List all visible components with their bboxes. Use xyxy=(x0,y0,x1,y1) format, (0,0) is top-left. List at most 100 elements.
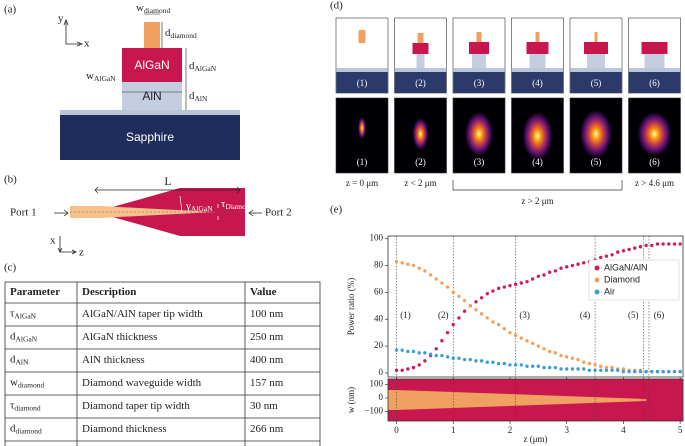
substrate xyxy=(511,72,564,93)
axes-arrows xyxy=(65,22,80,45)
data-point xyxy=(428,352,433,356)
data-point xyxy=(661,242,665,246)
tip-label: τDiamond xyxy=(221,198,254,211)
legend-swatch xyxy=(594,277,600,283)
length-label: L xyxy=(164,174,171,188)
plot-frame xyxy=(387,235,684,378)
data-point xyxy=(587,368,592,372)
data-point xyxy=(570,263,575,268)
table-param-sub: diamond xyxy=(16,426,42,435)
data-point xyxy=(655,369,660,374)
legend-swatch xyxy=(594,289,600,295)
legend-label: Diamond xyxy=(604,274,640,284)
panel-label: (b) xyxy=(4,174,17,186)
thin-layer xyxy=(60,110,240,115)
marker-label: (5) xyxy=(628,310,639,320)
table-param-sub: diamond xyxy=(14,403,40,412)
port-label: Port 1 xyxy=(10,207,37,219)
sapphire-layer xyxy=(60,115,240,160)
data-point xyxy=(542,273,546,277)
mode-label: (2) xyxy=(415,78,426,88)
x-tick-label: 2 xyxy=(508,425,513,435)
data-point xyxy=(553,351,558,355)
data-point xyxy=(502,285,506,289)
axis-label: x xyxy=(84,38,90,50)
data-point xyxy=(604,368,609,372)
table-param: dAlGaN xyxy=(10,330,38,343)
algan xyxy=(526,42,549,54)
data-point xyxy=(394,348,399,352)
data-point xyxy=(559,367,563,371)
table-cell: 30 nm xyxy=(250,400,278,412)
thin-layer xyxy=(628,68,681,72)
data-point xyxy=(604,254,609,258)
data-point xyxy=(417,351,421,355)
x-tick-label: 4 xyxy=(621,425,626,435)
dimension-label: dAlN xyxy=(189,90,208,103)
aln xyxy=(587,54,605,68)
diamond xyxy=(358,30,366,43)
dimension-label-sub: AlGaN xyxy=(195,64,217,73)
table-param-sub: diamond xyxy=(18,380,44,389)
diamond xyxy=(594,32,598,42)
y-tick-label: 80 xyxy=(374,260,384,270)
length-arrow xyxy=(94,186,241,194)
data-point xyxy=(553,269,558,273)
data-point xyxy=(457,294,461,299)
data-point xyxy=(661,369,665,374)
algan-layer xyxy=(122,48,182,82)
data-point xyxy=(491,289,495,293)
data-point xyxy=(570,356,575,360)
data-point xyxy=(468,304,472,308)
data-point xyxy=(638,245,643,249)
table-cell: Diamond thickness xyxy=(82,423,167,435)
mode-label: (4) xyxy=(532,157,543,167)
table-param-sub: AlN xyxy=(16,357,30,366)
data-point xyxy=(440,353,444,358)
data-point xyxy=(462,309,467,313)
data-point xyxy=(565,265,569,269)
data-point xyxy=(616,368,620,372)
marker-label: (3) xyxy=(519,310,530,320)
thin-layer xyxy=(511,68,564,72)
table-param-main: w xyxy=(10,376,18,388)
data-point xyxy=(423,269,427,273)
panel-label: (a) xyxy=(4,4,17,16)
algan xyxy=(412,43,429,54)
data-point xyxy=(582,360,586,364)
data-point xyxy=(667,369,671,374)
x-tick-label: 1 xyxy=(451,425,456,435)
w-axis-label: w (nm) xyxy=(346,387,356,413)
axis-label: z xyxy=(79,247,84,259)
table-cell: Diamond waveguide width xyxy=(82,377,202,389)
data-point xyxy=(633,369,637,374)
diamond-width xyxy=(388,390,647,410)
data-point xyxy=(621,369,626,374)
data-point xyxy=(496,361,501,366)
y-tick-label: 20 xyxy=(374,340,384,350)
data-point xyxy=(667,242,671,246)
y-axis-label: Power ratio (%) xyxy=(346,278,356,335)
data-point xyxy=(451,290,455,295)
dimension-label: ddiamond xyxy=(165,27,197,40)
data-point xyxy=(525,339,529,343)
z-label: z = 0 μm xyxy=(346,178,378,188)
aln xyxy=(529,54,546,68)
table-param-main: d xyxy=(10,422,16,434)
data-point xyxy=(434,353,438,358)
data-point xyxy=(559,266,563,270)
data-point xyxy=(519,336,524,340)
mode-field xyxy=(412,118,429,150)
data-point xyxy=(479,296,484,300)
data-point xyxy=(519,363,524,367)
table-param: wdiamond xyxy=(10,376,44,389)
algan xyxy=(641,42,668,54)
mode-field xyxy=(522,112,553,160)
data-point xyxy=(530,277,535,281)
panel-label: (e) xyxy=(330,204,343,216)
data-point xyxy=(513,363,518,367)
table-param-sub: AlGaN xyxy=(16,334,38,343)
